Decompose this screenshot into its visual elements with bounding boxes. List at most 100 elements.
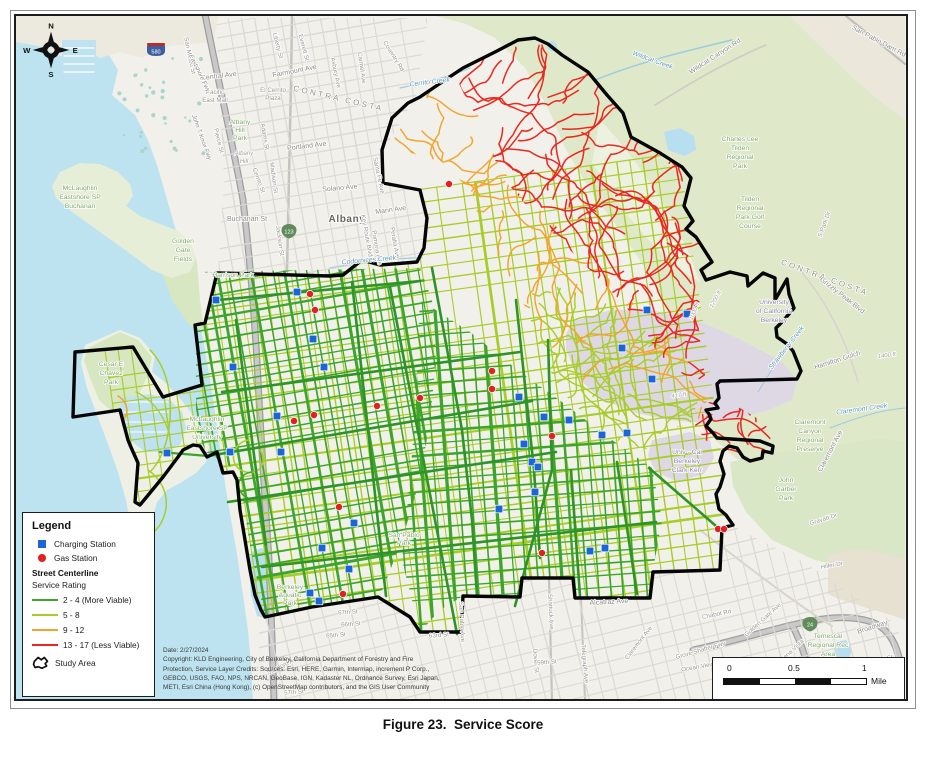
gas-station-marker bbox=[311, 306, 319, 314]
map-label: Golden bbox=[172, 238, 194, 245]
scale-tick-half: 0.5 bbox=[788, 663, 800, 673]
map-label: Berkeley bbox=[277, 584, 304, 591]
svg-text:24: 24 bbox=[807, 623, 813, 629]
map-label: San Pablo bbox=[388, 532, 420, 539]
charging-station-marker bbox=[317, 543, 327, 553]
rating-line-swatch bbox=[32, 614, 58, 616]
map-label: Tilden bbox=[741, 196, 759, 203]
map-label: Regional bbox=[797, 437, 824, 444]
map-credits: Date: 2/27/2024 Copyright: KLD Engineerin… bbox=[163, 647, 440, 692]
map-label: Park bbox=[233, 135, 248, 142]
map-label: Park bbox=[104, 379, 119, 386]
map-canvas: 580 123 24 Albany CONTRA COSTA CONTRA COSTA Ce… bbox=[14, 14, 908, 701]
map-label: Clark Kerr bbox=[672, 467, 703, 474]
map-label: Charles Lee bbox=[722, 136, 759, 143]
legend-rating-item-0: 2 - 4 (More Viable) bbox=[32, 595, 147, 605]
map-label: McLaughlin bbox=[63, 185, 98, 192]
charging-station-marker bbox=[527, 457, 537, 467]
gas-station-marker bbox=[488, 385, 496, 393]
map-label: Fields bbox=[174, 256, 193, 263]
map-label: Canyon bbox=[798, 428, 822, 435]
legend-rating-item-2: 9 - 12 bbox=[32, 625, 147, 635]
charging-station-label: Charging Station bbox=[54, 539, 116, 549]
map-label: University bbox=[192, 434, 222, 441]
charging-station-marker bbox=[211, 295, 221, 305]
street-centerline-header: Street Centerline bbox=[32, 568, 99, 578]
map-label: Dover St bbox=[531, 649, 540, 674]
map-label: Harrison Park bbox=[212, 272, 254, 279]
charging-station-marker bbox=[622, 428, 632, 438]
map-label: of California bbox=[756, 308, 792, 315]
scale-unit-label: Mile bbox=[871, 676, 887, 686]
charging-station-icon bbox=[38, 540, 46, 548]
rating-label: 13 - 17 (Less Viable) bbox=[63, 640, 140, 650]
scale-bar-ticks: 0 0.5 1 bbox=[723, 663, 894, 676]
legend-title: Legend bbox=[32, 520, 72, 532]
gas-station-marker bbox=[373, 402, 381, 410]
map-label: Albany bbox=[230, 119, 251, 126]
map-label: Park bbox=[283, 600, 298, 607]
map-label: Berkeley bbox=[761, 317, 788, 324]
compass-s-label: S bbox=[48, 70, 53, 78]
map-label: Aquatic bbox=[279, 592, 302, 599]
map-label: Area bbox=[821, 651, 836, 658]
gas-station-icon bbox=[38, 554, 46, 562]
charging-station-marker bbox=[642, 305, 652, 315]
legend-rating-list: 2 - 4 (More Viable) 5 - 8 9 - 12 13 - 17 (L… bbox=[32, 595, 147, 650]
map-label: 59th St bbox=[537, 658, 557, 666]
rating-label: 2 - 4 (More Viable) bbox=[63, 595, 132, 605]
map-label: Park bbox=[733, 163, 748, 170]
gas-station-marker bbox=[310, 411, 318, 419]
map-label: Chavez bbox=[99, 370, 123, 377]
north-arrow-compass: N E S W bbox=[23, 22, 78, 78]
charging-station-marker bbox=[585, 546, 595, 556]
charging-station-marker bbox=[682, 309, 692, 319]
charging-station-marker bbox=[272, 411, 282, 421]
map-label: Gate bbox=[176, 247, 191, 254]
legend-panel: Legend Charging Station Gas Station Stre… bbox=[22, 512, 155, 697]
scale-bar-segments bbox=[723, 677, 867, 685]
highway-shield-24: 24 bbox=[802, 617, 818, 632]
compass-n-label: N bbox=[48, 22, 54, 31]
service-rating-header: Service Rating bbox=[32, 580, 86, 590]
gas-station-marker bbox=[538, 549, 546, 557]
gas-station-marker bbox=[488, 367, 496, 375]
map-label: Albany bbox=[234, 151, 254, 157]
map-label: Garber bbox=[775, 486, 797, 493]
stations-layer bbox=[162, 180, 728, 606]
gas-station-marker bbox=[335, 503, 343, 511]
map-label: Albany bbox=[329, 214, 366, 225]
compass-east-pointer bbox=[51, 45, 70, 55]
map-label: Hill bbox=[240, 159, 249, 165]
gas-station-marker bbox=[548, 432, 556, 440]
map-label: University bbox=[759, 299, 789, 306]
rating-line-swatch bbox=[32, 644, 58, 646]
rating-label: 9 - 12 bbox=[63, 625, 85, 635]
map-label: 57th St bbox=[284, 688, 304, 696]
rating-line-swatch bbox=[32, 599, 58, 601]
scale-tick-0: 0 bbox=[727, 663, 732, 673]
map-label: Buchanan St bbox=[227, 216, 267, 223]
gas-station-marker bbox=[720, 525, 728, 533]
map-label: Tilden bbox=[731, 145, 749, 152]
scale-bar: 0 0.5 1 Mile bbox=[712, 657, 905, 699]
map-label: 67th St bbox=[338, 608, 358, 616]
map-label: 65th St bbox=[326, 631, 346, 639]
highway-shield-580: 580 bbox=[147, 43, 165, 56]
charging-station-marker bbox=[539, 412, 549, 422]
svg-text:580: 580 bbox=[151, 50, 160, 56]
major-arteries bbox=[206, 266, 718, 636]
gas-station-marker bbox=[339, 590, 347, 598]
charging-station-marker bbox=[617, 343, 627, 353]
map-label: Claremont bbox=[794, 419, 825, 426]
study-area-icon bbox=[32, 656, 49, 670]
figure-caption: Figure 23. Service Score bbox=[382, 717, 544, 732]
map-label: Preserve bbox=[796, 446, 823, 453]
scale-tick-1: 1 bbox=[862, 663, 867, 673]
highway-shield-123: 123 bbox=[281, 224, 297, 239]
charging-station-marker bbox=[519, 439, 529, 449]
charging-station-marker bbox=[344, 564, 354, 574]
map-label: Shattuck Ave bbox=[546, 594, 555, 631]
map-label: Solano Ave bbox=[322, 183, 358, 193]
charging-station-marker bbox=[292, 287, 302, 297]
